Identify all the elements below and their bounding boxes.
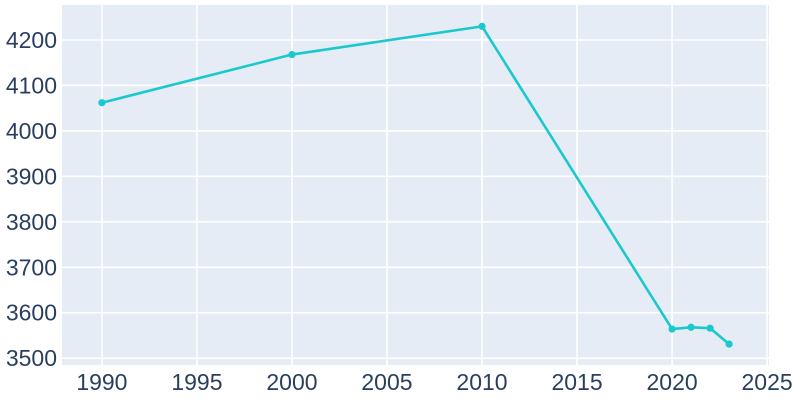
x-axis-tick-label: 2010	[456, 369, 507, 395]
x-axis-tick-label: 2025	[742, 369, 793, 395]
y-axis-tick-label: 4100	[6, 72, 57, 98]
x-axis-tick-label: 2000	[266, 369, 317, 395]
data-point-marker	[687, 323, 695, 331]
y-axis-tick-label: 3900	[6, 163, 57, 189]
y-axis-tick-label: 4200	[6, 27, 57, 53]
y-axis-tick-label: 3600	[6, 300, 57, 326]
data-point-marker	[478, 22, 486, 30]
data-point-marker	[98, 99, 106, 107]
plot-area-background	[62, 5, 769, 365]
y-axis-tick-label: 3800	[6, 209, 57, 235]
data-point-marker	[288, 50, 296, 59]
x-axis-tick-label: 1990	[76, 369, 127, 395]
data-point-marker	[668, 325, 676, 333]
y-axis-tick-label: 3700	[6, 254, 57, 280]
data-point-marker	[725, 340, 733, 348]
x-axis-tick-label: 1995	[171, 369, 222, 395]
y-axis-tick-label: 3500	[6, 345, 57, 371]
y-axis-tick-label: 4000	[6, 118, 57, 144]
x-axis-tick-label: 2020	[646, 369, 697, 395]
x-axis-tick-label: 2005	[361, 369, 412, 395]
x-axis-tick-label: 2015	[551, 369, 602, 395]
data-point-marker	[706, 324, 714, 332]
